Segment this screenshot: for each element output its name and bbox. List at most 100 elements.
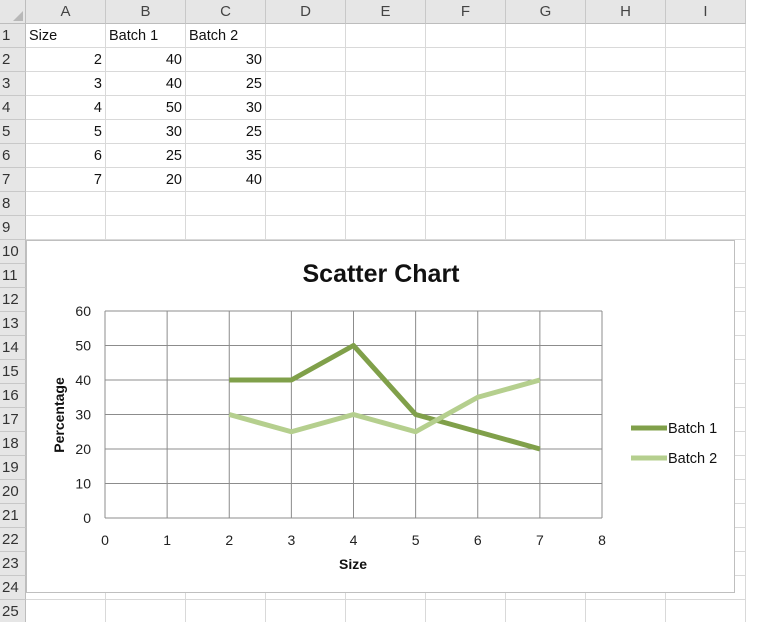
cell-c1[interactable]: Batch 2 [186, 24, 266, 48]
cell-f7[interactable] [426, 168, 506, 192]
cell-c6[interactable]: 35 [186, 144, 266, 168]
column-header-i[interactable]: I [666, 0, 746, 24]
cell-f5[interactable] [426, 120, 506, 144]
cell-h9[interactable] [586, 216, 666, 240]
cell-i6[interactable] [666, 144, 746, 168]
cell-i25[interactable] [666, 600, 746, 622]
cell-f4[interactable] [426, 96, 506, 120]
cell-h2[interactable] [586, 48, 666, 72]
cell-b5[interactable]: 30 [106, 120, 186, 144]
row-header-21[interactable]: 21 [0, 504, 26, 528]
cell-i24[interactable] [666, 576, 746, 600]
cell-e3[interactable] [346, 72, 426, 96]
cell-e7[interactable] [346, 168, 426, 192]
row-header-12[interactable]: 12 [0, 288, 26, 312]
cell-b3[interactable]: 40 [106, 72, 186, 96]
scatter-chart[interactable]: Scatter Chart 0 10 20 30 40 50 60 0 1 2 3 4 5 6 7 8 Si… [26, 240, 735, 593]
cell-a25[interactable] [26, 600, 106, 622]
cell-i8[interactable] [666, 192, 746, 216]
column-header-g[interactable]: G [506, 0, 586, 24]
cell-a9[interactable] [26, 216, 106, 240]
row-header-23[interactable]: 23 [0, 552, 26, 576]
cell-e8[interactable] [346, 192, 426, 216]
column-header-a[interactable]: A [26, 0, 106, 24]
cell-b25[interactable] [106, 600, 186, 622]
cell-i3[interactable] [666, 72, 746, 96]
cell-f9[interactable] [426, 216, 506, 240]
cell-i1[interactable] [666, 24, 746, 48]
row-header-20[interactable]: 20 [0, 480, 26, 504]
cell-e9[interactable] [346, 216, 426, 240]
column-header-b[interactable]: B [106, 0, 186, 24]
cell-b4[interactable]: 50 [106, 96, 186, 120]
row-header-1[interactable]: 1 [0, 24, 26, 48]
cell-i2[interactable] [666, 48, 746, 72]
cell-e2[interactable] [346, 48, 426, 72]
cell-e25[interactable] [346, 600, 426, 622]
row-header-19[interactable]: 19 [0, 456, 26, 480]
cell-h25[interactable] [586, 600, 666, 622]
cell-a6[interactable]: 6 [26, 144, 106, 168]
cell-g3[interactable] [506, 72, 586, 96]
cell-c8[interactable] [186, 192, 266, 216]
row-header-22[interactable]: 22 [0, 528, 26, 552]
row-header-16[interactable]: 16 [0, 384, 26, 408]
cell-g9[interactable] [506, 216, 586, 240]
cell-c5[interactable]: 25 [186, 120, 266, 144]
cell-c2[interactable]: 30 [186, 48, 266, 72]
cell-a4[interactable]: 4 [26, 96, 106, 120]
cell-g5[interactable] [506, 120, 586, 144]
cell-h4[interactable] [586, 96, 666, 120]
row-header-17[interactable]: 17 [0, 408, 26, 432]
cell-h3[interactable] [586, 72, 666, 96]
row-header-6[interactable]: 6 [0, 144, 26, 168]
cell-c3[interactable]: 25 [186, 72, 266, 96]
cell-e4[interactable] [346, 96, 426, 120]
row-header-14[interactable]: 14 [0, 336, 26, 360]
cell-b1[interactable]: Batch 1 [106, 24, 186, 48]
cell-h1[interactable] [586, 24, 666, 48]
column-header-c[interactable]: C [186, 0, 266, 24]
row-header-4[interactable]: 4 [0, 96, 26, 120]
cell-i5[interactable] [666, 120, 746, 144]
cell-g7[interactable] [506, 168, 586, 192]
cell-f2[interactable] [426, 48, 506, 72]
row-header-3[interactable]: 3 [0, 72, 26, 96]
cell-d3[interactable] [266, 72, 346, 96]
cell-c9[interactable] [186, 216, 266, 240]
cell-i7[interactable] [666, 168, 746, 192]
cell-g8[interactable] [506, 192, 586, 216]
cell-b7[interactable]: 20 [106, 168, 186, 192]
row-header-24[interactable]: 24 [0, 576, 26, 600]
cell-b2[interactable]: 40 [106, 48, 186, 72]
cell-d5[interactable] [266, 120, 346, 144]
row-header-2[interactable]: 2 [0, 48, 26, 72]
cell-h8[interactable] [586, 192, 666, 216]
row-header-18[interactable]: 18 [0, 432, 26, 456]
cell-d25[interactable] [266, 600, 346, 622]
cell-a7[interactable]: 7 [26, 168, 106, 192]
row-header-10[interactable]: 10 [0, 240, 26, 264]
cell-c7[interactable]: 40 [186, 168, 266, 192]
cell-d4[interactable] [266, 96, 346, 120]
cell-f3[interactable] [426, 72, 506, 96]
cell-e5[interactable] [346, 120, 426, 144]
column-header-d[interactable]: D [266, 0, 346, 24]
cell-a3[interactable]: 3 [26, 72, 106, 96]
cell-g4[interactable] [506, 96, 586, 120]
select-all-corner[interactable] [0, 0, 26, 24]
row-header-25[interactable]: 25 [0, 600, 26, 622]
cell-g25[interactable] [506, 600, 586, 622]
cell-b8[interactable] [106, 192, 186, 216]
cell-g6[interactable] [506, 144, 586, 168]
cell-a2[interactable]: 2 [26, 48, 106, 72]
cell-a5[interactable]: 5 [26, 120, 106, 144]
cell-a1[interactable]: Size [26, 24, 106, 48]
cell-i4[interactable] [666, 96, 746, 120]
cell-d2[interactable] [266, 48, 346, 72]
row-header-15[interactable]: 15 [0, 360, 26, 384]
cell-a8[interactable] [26, 192, 106, 216]
cell-h7[interactable] [586, 168, 666, 192]
cell-d6[interactable] [266, 144, 346, 168]
